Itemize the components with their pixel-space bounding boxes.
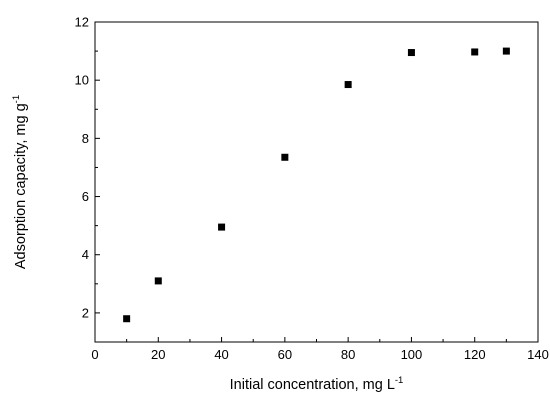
x-tick-label: 140 bbox=[527, 347, 549, 362]
y-tick-label: 4 bbox=[82, 247, 89, 262]
y-tick-label: 8 bbox=[82, 131, 89, 146]
data-point bbox=[344, 81, 352, 89]
data-point bbox=[407, 49, 415, 57]
data-point bbox=[502, 47, 510, 55]
y-tick-label: 6 bbox=[82, 189, 89, 204]
x-tick-label: 120 bbox=[464, 347, 486, 362]
y-tick-label: 12 bbox=[75, 15, 89, 30]
x-tick-label: 100 bbox=[401, 347, 423, 362]
x-tick-label: 80 bbox=[341, 347, 355, 362]
x-tick-label: 20 bbox=[151, 347, 165, 362]
x-axis: 0 20 40 60 80 100 120 140 bbox=[91, 337, 549, 362]
y-tick-label: 10 bbox=[75, 73, 89, 88]
y-axis-title: Adsorption capacity, mg g-1 bbox=[11, 95, 29, 269]
data-point bbox=[218, 223, 226, 231]
data-point bbox=[471, 48, 479, 56]
y-axis: 2 4 6 8 10 12 bbox=[75, 15, 100, 320]
x-axis-title: Initial concentration, mg L-1 bbox=[230, 375, 404, 393]
x-tick-label: 60 bbox=[278, 347, 292, 362]
y-tick-label: 2 bbox=[82, 305, 89, 320]
data-points bbox=[123, 47, 510, 323]
x-tick-label: 40 bbox=[214, 347, 228, 362]
plot-frame bbox=[94, 21, 539, 343]
data-point bbox=[154, 277, 162, 285]
data-point bbox=[123, 315, 131, 323]
x-tick-label: 0 bbox=[91, 347, 98, 362]
data-point bbox=[281, 153, 289, 161]
